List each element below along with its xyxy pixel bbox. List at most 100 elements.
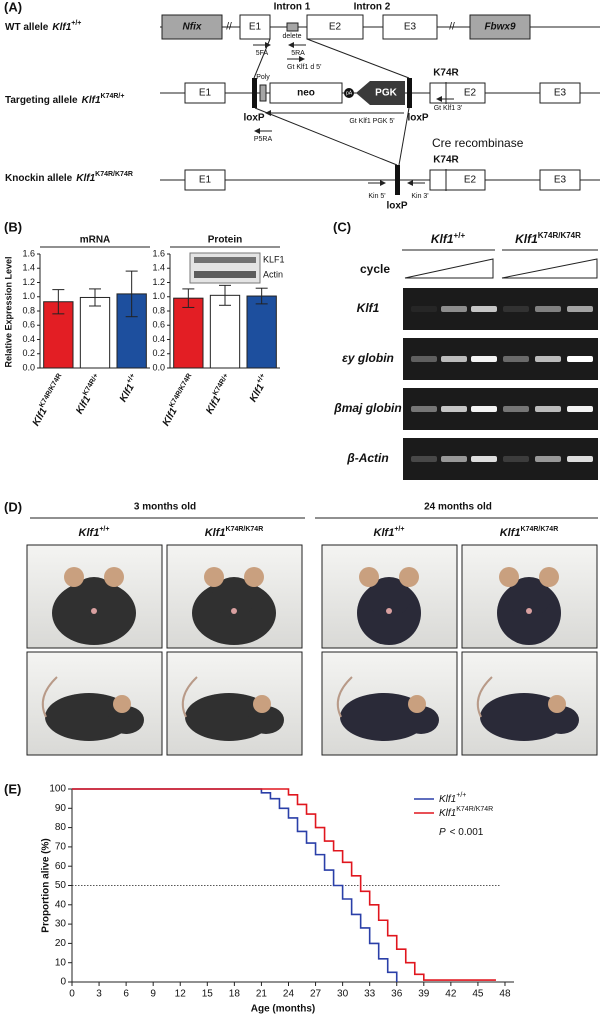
mouse-photo xyxy=(461,651,598,756)
loxp-site xyxy=(252,78,257,108)
allele-prefix: WT allele xyxy=(5,22,49,33)
bar xyxy=(209,294,241,369)
gel-band xyxy=(535,306,561,312)
y-tick-label: 0.0 xyxy=(152,362,165,372)
mouse-nose xyxy=(91,608,97,614)
exon xyxy=(382,14,438,40)
gene: Klf1 xyxy=(82,95,101,106)
superscript: K74R/K74R xyxy=(456,806,493,813)
superscript: K74R/+ xyxy=(82,373,100,397)
y-tick-label: 0.0 xyxy=(22,362,35,372)
mouse-ear xyxy=(499,567,519,587)
deletion xyxy=(286,22,299,32)
mouse-body xyxy=(340,693,428,741)
mouse-nose xyxy=(231,608,237,614)
x-tick-label: 33 xyxy=(364,989,376,1000)
poly-a xyxy=(259,84,267,102)
mutation-label: K74R xyxy=(433,68,459,79)
text-part: Klf1 xyxy=(374,527,395,539)
delete-label: delete xyxy=(282,33,301,40)
y-tick-label: 0.4 xyxy=(152,334,165,344)
superscript: K74R/K74R xyxy=(521,526,559,533)
mouse-photo xyxy=(321,651,458,756)
survival-curve xyxy=(72,788,496,981)
y-tick-label: 40 xyxy=(55,899,67,910)
x-tick-label: Klf1+/+ xyxy=(116,373,141,404)
genotype-label: Klf1K74R/K74R xyxy=(500,526,559,539)
mouse-ear xyxy=(359,567,379,587)
primer-label: Gt Klf1 d 5' xyxy=(287,64,321,71)
y-tick-label: 1.0 xyxy=(152,291,165,301)
x-tick-label: Klf1+/+ xyxy=(246,373,271,404)
text-part: Klf1 xyxy=(500,527,521,539)
mouse-ear xyxy=(539,567,559,587)
x-tick-label: 18 xyxy=(229,989,241,1000)
genotype: +/+ xyxy=(71,20,81,27)
mouse-head xyxy=(403,706,439,734)
mouse-ear xyxy=(104,567,124,587)
superscript: +/+ xyxy=(394,526,404,533)
mouse-ear xyxy=(548,695,566,713)
x-tick-label: 39 xyxy=(418,989,430,1000)
gel-band xyxy=(471,356,497,362)
gel-band xyxy=(535,406,561,412)
neo-label: neo xyxy=(297,88,315,99)
loxp-site xyxy=(395,165,400,195)
gel-band xyxy=(567,306,593,312)
gel-row-label: βmaj globin xyxy=(333,401,401,415)
gel-band xyxy=(441,306,467,312)
gel-row-label: β-Actin xyxy=(346,451,388,465)
superscript: +/+ xyxy=(99,526,109,533)
blot-band xyxy=(194,257,256,263)
mouse-ear xyxy=(113,695,131,713)
x-tick-label: 12 xyxy=(175,989,187,1000)
exon xyxy=(239,14,271,40)
panel-b: (B) Relative Expression Level KLF1 Actin xyxy=(3,219,284,367)
primer-label: Gt Klf1 3' xyxy=(434,105,463,112)
y-tick-label: 0 xyxy=(60,977,66,988)
x-tick-label: 24 xyxy=(283,989,295,1000)
gel-band xyxy=(411,456,437,462)
mouse-head xyxy=(212,577,256,617)
panel-d: (D) 3 months old 24 months old xyxy=(4,499,598,756)
allele-label: Targeting allele Klf1K74R/+ xyxy=(5,93,124,105)
text-part: Klf1 xyxy=(160,406,179,428)
exon-label: E3 xyxy=(554,175,567,186)
y-tick-label: 1.4 xyxy=(152,263,165,273)
y-tick-label: 0.8 xyxy=(152,305,165,315)
genotype-label: Klf1K74R/K74R xyxy=(205,526,264,539)
primer-label: Kin 5' xyxy=(368,193,385,200)
genotype: K74R/K74R xyxy=(538,231,581,240)
gel-image xyxy=(403,438,598,480)
gene-label: Fbwx9 xyxy=(484,22,516,33)
gel-image xyxy=(403,288,598,330)
blot-band xyxy=(194,271,256,278)
text-part: Klf1 xyxy=(118,382,137,404)
genotype-label: Klf1+/+ xyxy=(79,526,110,539)
gene: Klf1 xyxy=(52,22,71,33)
y-tick-label: 90 xyxy=(55,803,67,814)
y-tick-label: 1.6 xyxy=(22,248,35,258)
panel-a: (A) WT allele Klf1+/+ Nfix // E1 delete I… xyxy=(4,0,600,212)
x-tick-label: 36 xyxy=(391,989,403,1000)
exon-label: E1 xyxy=(199,175,212,186)
exon-label: E2 xyxy=(464,88,477,99)
text-part: Klf1 xyxy=(248,382,267,404)
gel-band xyxy=(503,356,529,362)
p-text: < 0.001 xyxy=(450,827,484,838)
exon xyxy=(539,82,581,104)
gel-band xyxy=(503,406,529,412)
y-tick-label: 0.8 xyxy=(22,305,35,315)
mouse-ear xyxy=(244,567,264,587)
mouse-nose xyxy=(526,608,532,614)
exon xyxy=(306,14,364,40)
mouse-body xyxy=(480,693,568,741)
mouse-photo xyxy=(26,544,163,649)
y-axis-label: Proportion alive (%) xyxy=(41,838,52,932)
x-tick-label: 15 xyxy=(202,989,214,1000)
annotation: P < 0.001 xyxy=(439,827,484,838)
group-label: Klf1K74R/K74R xyxy=(515,231,581,247)
gene: Klf1 xyxy=(515,232,538,246)
chart-title: Protein xyxy=(208,235,242,246)
